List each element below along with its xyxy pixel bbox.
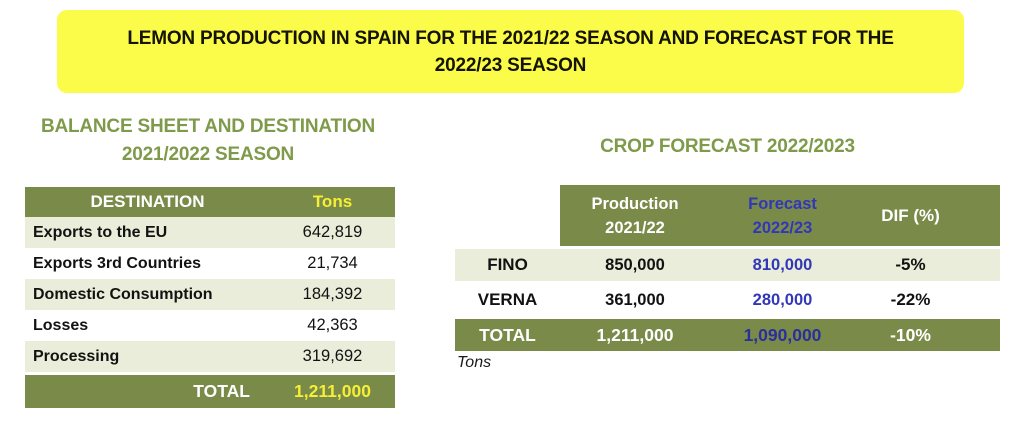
- row-forecast-value: 810,000: [752, 255, 813, 274]
- balance-table-title: BALANCE SHEET AND DESTINATION 2021/2022 …: [20, 113, 396, 169]
- header-production: Production 2021/22: [560, 192, 710, 240]
- row-label: Processing: [33, 347, 120, 365]
- table-row-losses: Losses 42,363: [25, 310, 395, 341]
- units-footnote: Tons: [457, 354, 492, 371]
- row-production-value: 850,000: [605, 255, 665, 274]
- total-value: 1,211,000: [294, 381, 371, 401]
- row-dif-value: -22%: [890, 290, 931, 309]
- row-dif-value: -5%: [895, 255, 926, 274]
- header-forecast-line-1: Forecast: [748, 194, 817, 213]
- header-dif: DIF (%): [881, 205, 940, 225]
- balance-total-row: TOTAL 1,211,000: [25, 375, 395, 408]
- row-label: Exports to the EU: [33, 223, 168, 241]
- row-value: 42,363: [307, 316, 358, 334]
- row-forecast-value: 280,000: [752, 290, 813, 309]
- forecast-table: FINO 850,000 810,000 -5% VERNA 361,000 2…: [455, 249, 1000, 351]
- header-forecast: Forecast 2022/23: [710, 192, 855, 240]
- row-label: Losses: [33, 316, 89, 334]
- total-label: TOTAL: [479, 324, 536, 345]
- row-label: FINO: [487, 255, 528, 274]
- header-tons: Tons: [312, 192, 353, 211]
- table-row-verna: VERNA 361,000 280,000 -22%: [455, 283, 1000, 317]
- row-production-value: 361,000: [605, 290, 665, 309]
- banner-title-line-2: 2022/23 SEASON: [434, 54, 587, 76]
- table-row-processing: Processing 319,692: [25, 341, 395, 372]
- total-production-value: 1,211,000: [596, 324, 674, 345]
- total-label: TOTAL: [193, 381, 250, 401]
- total-dif-value: -10%: [890, 324, 931, 345]
- table-row-fino: FINO 850,000 810,000 -5%: [455, 249, 1000, 283]
- banner-title-line-1: LEMON PRODUCTION IN SPAIN FOR THE 2021/2…: [127, 27, 894, 49]
- balance-table: DESTINATION Tons Exports to the EU 642,8…: [25, 187, 395, 408]
- total-forecast-value: 1,090,000: [743, 324, 822, 345]
- balance-title-line-2: 2021/2022 SEASON: [121, 144, 295, 165]
- header-destination: DESTINATION: [90, 192, 205, 211]
- row-label: Domestic Consumption: [33, 285, 213, 303]
- forecast-table-title: CROP FORECAST 2022/2023: [600, 136, 855, 157]
- table-row-exports-3rd: Exports 3rd Countries 21,734: [25, 248, 395, 279]
- row-value: 319,692: [302, 347, 363, 365]
- header-forecast-line-2: 2022/23: [752, 218, 813, 237]
- table-row-domestic: Domestic Consumption 184,392: [25, 279, 395, 310]
- forecast-table-header-row: Production 2021/22 Forecast 2022/23 DIF …: [560, 185, 1000, 246]
- header-production-line-1: Production: [591, 194, 679, 213]
- row-value: 642,819: [302, 223, 363, 241]
- header-production-line-2: 2021/22: [605, 218, 665, 237]
- row-value: 21,734: [307, 254, 358, 272]
- balance-title-line-1: BALANCE SHEET AND DESTINATION: [40, 116, 376, 137]
- row-value: 184,392: [302, 285, 363, 303]
- row-label: Exports 3rd Countries: [33, 254, 202, 272]
- forecast-total-row: TOTAL 1,211,000 1,090,000 -10%: [455, 317, 1000, 351]
- balance-table-header-row: DESTINATION Tons: [25, 187, 395, 217]
- table-row-exports-eu: Exports to the EU 642,819: [25, 217, 395, 248]
- row-label: VERNA: [477, 290, 538, 309]
- title-banner: LEMON PRODUCTION IN SPAIN FOR THE 2021/2…: [57, 10, 964, 93]
